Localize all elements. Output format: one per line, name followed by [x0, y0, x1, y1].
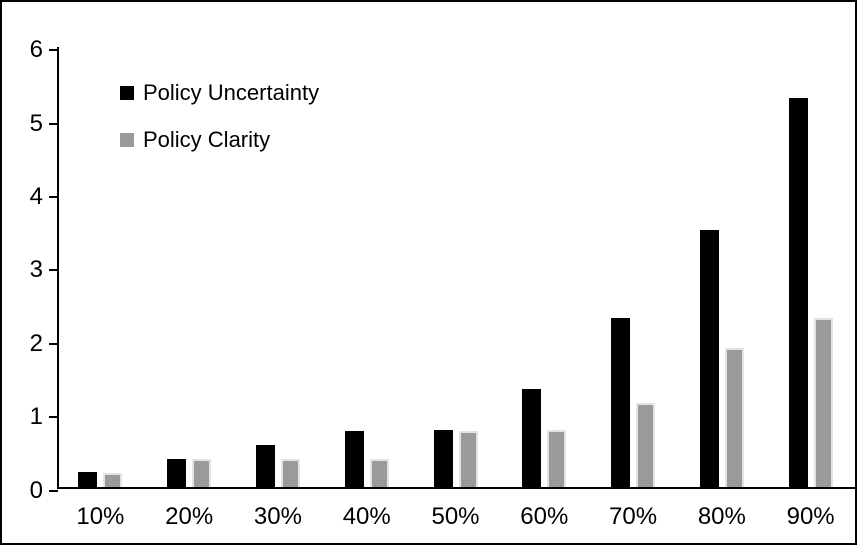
x-axis-line: [57, 487, 855, 489]
bar-policy-uncertainty-50%: [433, 430, 453, 487]
bar-policy-clarity-90%: [813, 318, 833, 487]
y-tick-label: 2: [29, 330, 43, 357]
x-tick-label: 80%: [697, 503, 746, 530]
y-tick-label: 0: [29, 477, 43, 504]
bar-policy-clarity-40%: [369, 459, 389, 487]
y-tick-label: 6: [29, 36, 43, 63]
y-tick: [49, 196, 58, 198]
bar-policy-uncertainty-80%: [699, 230, 719, 487]
bar-group: [411, 45, 500, 487]
y-tick: [49, 269, 58, 271]
bar-policy-uncertainty-60%: [522, 389, 542, 487]
bar-policy-clarity-60%: [547, 430, 567, 487]
legend-marker-policy-uncertainty-icon: [120, 86, 134, 100]
bar-policy-uncertainty-40%: [344, 431, 364, 487]
bar-group: [500, 45, 589, 487]
x-tick-label: 60%: [520, 503, 569, 530]
x-tick-label: 90%: [786, 503, 835, 530]
bar-group: [766, 45, 855, 487]
bar-policy-clarity-50%: [458, 431, 478, 487]
bar-policy-clarity-20%: [192, 459, 212, 487]
x-tick-label: 30%: [253, 503, 302, 530]
y-tick-label: 1: [29, 403, 43, 430]
legend-label: Policy Uncertainty: [143, 80, 320, 105]
bar-policy-uncertainty-20%: [167, 459, 187, 487]
bar-group: [322, 45, 411, 487]
bar-policy-uncertainty-90%: [788, 98, 808, 487]
bar-group: [589, 45, 678, 487]
x-tick-label: 50%: [431, 503, 480, 530]
bar-group: [677, 45, 766, 487]
legend-label: Policy Clarity: [143, 127, 271, 152]
x-axis-labels: 10% 20% 30% 40% 50% 60% 70% 80% 90%: [56, 503, 855, 531]
bar-policy-uncertainty-70%: [611, 318, 631, 487]
legend-item: Policy Uncertainty: [120, 80, 319, 106]
legend-item: Policy Clarity: [120, 127, 319, 153]
plot-area: [56, 45, 855, 487]
y-tick: [49, 416, 58, 418]
bar-policy-clarity-30%: [280, 459, 300, 487]
y-tick: [49, 343, 58, 345]
bar-group: [234, 45, 323, 487]
bar-policy-uncertainty-30%: [255, 445, 275, 487]
y-tick: [49, 490, 58, 492]
x-tick-label: 20%: [165, 503, 214, 530]
x-tick-label: 70%: [609, 503, 658, 530]
bar-policy-clarity-10%: [103, 473, 123, 487]
bar-group: [56, 45, 145, 487]
bar-policy-clarity-70%: [636, 403, 656, 487]
y-tick-label: 3: [29, 256, 43, 283]
y-tick-label: 5: [29, 110, 43, 137]
bar-policy-uncertainty-10%: [78, 472, 98, 487]
y-tick-label: 4: [29, 183, 43, 210]
x-tick-label: 40%: [342, 503, 391, 530]
y-tick: [49, 49, 58, 51]
legend-marker-policy-clarity-icon: [120, 133, 134, 147]
y-axis-line: [57, 47, 59, 489]
bar-policy-clarity-80%: [724, 348, 744, 487]
legend: Policy Uncertainty Policy Clarity: [120, 80, 319, 153]
x-tick-label: 10%: [76, 503, 125, 530]
bar-group: [145, 45, 234, 487]
y-tick: [49, 123, 58, 125]
